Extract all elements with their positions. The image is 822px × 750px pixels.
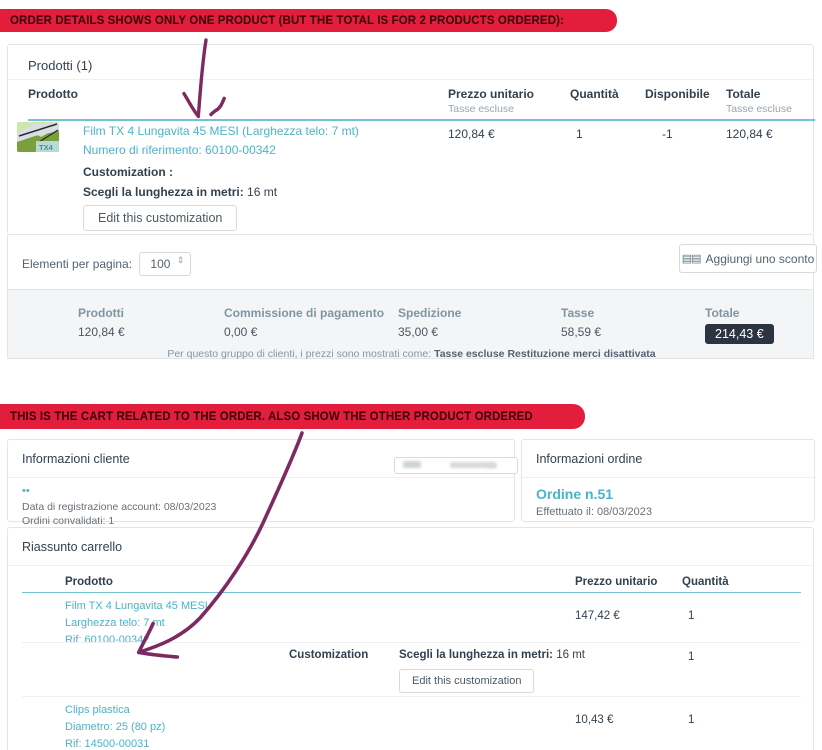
svg-text:TX4: TX4 [39,143,54,152]
